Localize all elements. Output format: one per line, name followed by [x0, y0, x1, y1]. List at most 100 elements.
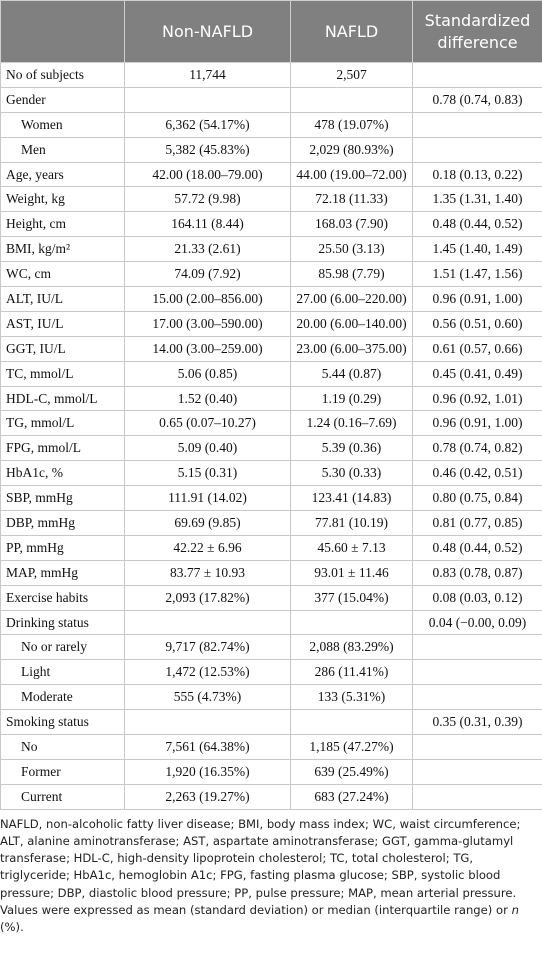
- table-body: No of subjects 11,744 2,507 Gender 0.78 (0.7…: [0, 62, 542, 810]
- table-row: Age, years 42.00 (18.00–79.00) 44.00 (19.0…: [0, 161, 542, 188]
- table-cell: 9,717 (82.74%): [124, 634, 291, 661]
- row-label: MAP, mmHg: [0, 559, 125, 586]
- table-cell: 1.45 (1.40, 1.49): [412, 236, 542, 263]
- table-cell: 93.01 ± 11.46: [290, 559, 413, 586]
- table-row: Height, cm 164.11 (8.44) 168.03 (7.90) 0.48…: [0, 211, 542, 238]
- table-row: WC, cm 74.09 (7.92) 85.98 (7.79) 1.51 (1.47…: [0, 261, 542, 288]
- table-cell: 111.91 (14.02): [124, 485, 291, 512]
- table-cell: 1.52 (0.40): [124, 385, 291, 412]
- row-label: Moderate: [0, 684, 125, 711]
- table-cell: 1.35 (1.31, 1.40): [412, 186, 542, 213]
- table-cell: 0.96 (0.91, 1.00): [412, 410, 542, 437]
- abbreviation-note: NAFLD, non-alcoholic fatty liver disease…: [0, 816, 521, 900]
- table-row: Weight, kg 57.72 (9.98) 72.18 (11.33) 1.35 …: [0, 186, 542, 213]
- table-cell: [412, 136, 542, 163]
- table-row: No of subjects 11,744 2,507: [0, 62, 542, 88]
- table-cell: 0.45 (0.41, 0.49): [412, 360, 542, 387]
- table-cell: 5.30 (0.33): [290, 460, 413, 487]
- note-text: (%).: [0, 919, 24, 934]
- table-row: DBP, mmHg 69.69 (9.85) 77.81 (10.19) 0.81 (…: [0, 510, 542, 536]
- row-label: No or rarely: [0, 634, 125, 661]
- row-label: BMI, kg/m²: [0, 236, 125, 263]
- row-label: Age, years: [0, 161, 125, 188]
- table-cell: 5.06 (0.85): [124, 360, 291, 387]
- table-cell: 83.77 ± 10.93: [124, 559, 291, 586]
- table-cell: 5.44 (0.87): [290, 360, 413, 387]
- header-empty: [0, 0, 125, 63]
- table-cell: 15.00 (2.00–856.00): [124, 286, 291, 312]
- table-cell: [412, 634, 542, 661]
- table-row: Drinking status 0.04 (−0.00, 0.09): [0, 609, 542, 636]
- table-cell: [290, 86, 413, 113]
- table-row: GGT, IU/L 14.00 (3.00–259.00) 23.00 (6.00–…: [0, 335, 542, 362]
- table-cell: [412, 111, 542, 138]
- row-label: TG, mmol/L: [0, 410, 125, 437]
- table-cell: 21.33 (2.61): [124, 236, 291, 263]
- table-row: Women 6,362 (54.17%) 478 (19.07%): [0, 111, 542, 138]
- table-cell: 27.00 (6.00–220.00): [290, 286, 413, 312]
- table-cell: 286 (11.41%): [290, 659, 413, 686]
- note-text: Values were expressed as mean (standard …: [0, 902, 512, 917]
- table-cell: [124, 609, 291, 636]
- table-cell: 0.81 (0.77, 0.85): [412, 510, 542, 536]
- table-cell: 377 (15.04%): [290, 584, 413, 611]
- table-cell: 23.00 (6.00–375.00): [290, 335, 413, 362]
- values-note: Values were expressed as mean (standard …: [0, 902, 540, 936]
- table-cell: 42.00 (18.00–79.00): [124, 161, 291, 188]
- table-cell: 45.60 ± 7.13: [290, 534, 413, 561]
- table-cell: 639 (25.49%): [290, 758, 413, 785]
- table-cell: 0.96 (0.92, 1.01): [412, 385, 542, 412]
- table-cell: 72.18 (11.33): [290, 186, 413, 213]
- table-cell: 1,920 (16.35%): [124, 758, 291, 785]
- footnotes: NAFLD, non-alcoholic fatty liver disease…: [0, 810, 542, 936]
- table-cell: 5.09 (0.40): [124, 435, 291, 462]
- table-cell: 85.98 (7.79): [290, 261, 413, 288]
- table-cell: 7,561 (64.38%): [124, 734, 291, 760]
- row-label: TC, mmol/L: [0, 360, 125, 387]
- note-italic: n: [511, 902, 519, 917]
- table-row: ALT, IU/L 15.00 (2.00–856.00) 27.00 (6.00–…: [0, 286, 542, 312]
- row-label: Women: [0, 111, 125, 138]
- table-cell: [412, 659, 542, 686]
- table-cell: [412, 62, 542, 88]
- table-cell: 2,088 (83.29%): [290, 634, 413, 661]
- row-label: Current: [0, 783, 125, 810]
- table-cell: 168.03 (7.90): [290, 211, 413, 238]
- row-label: Height, cm: [0, 211, 125, 238]
- table-cell: 11,744: [124, 62, 291, 88]
- table-cell: 0.61 (0.57, 0.66): [412, 335, 542, 362]
- row-label: Men: [0, 136, 125, 163]
- table-cell: 133 (5.31%): [290, 684, 413, 711]
- table-cell: [412, 684, 542, 711]
- table-cell: 0.18 (0.13, 0.22): [412, 161, 542, 188]
- table-cell: [412, 734, 542, 760]
- table-cell: [124, 709, 291, 736]
- table-cell: 0.83 (0.78, 0.87): [412, 559, 542, 586]
- row-label: Drinking status: [0, 609, 125, 636]
- row-label: Gender: [0, 86, 125, 113]
- table-cell: 478 (19.07%): [290, 111, 413, 138]
- table-row: AST, IU/L 17.00 (3.00–590.00) 20.00 (6.00–…: [0, 310, 542, 337]
- table-cell: [290, 609, 413, 636]
- table-cell: 77.81 (10.19): [290, 510, 413, 536]
- table-cell: 1.51 (1.47, 1.56): [412, 261, 542, 288]
- table-cell: 0.65 (0.07–10.27): [124, 410, 291, 437]
- table-row: Smoking status 0.35 (0.31, 0.39): [0, 709, 542, 736]
- table-cell: 5.15 (0.31): [124, 460, 291, 487]
- table-cell: 683 (27.24%): [290, 783, 413, 810]
- table-row: No 7,561 (64.38%) 1,185 (47.27%): [0, 734, 542, 760]
- table-cell: 0.08 (0.03, 0.12): [412, 584, 542, 611]
- row-label: AST, IU/L: [0, 310, 125, 337]
- table-cell: 74.09 (7.92): [124, 261, 291, 288]
- table-cell: 2,093 (17.82%): [124, 584, 291, 611]
- table-row: Light 1,472 (12.53%) 286 (11.41%): [0, 659, 542, 686]
- row-label: SBP, mmHg: [0, 485, 125, 512]
- table-row: No or rarely 9,717 (82.74%) 2,088 (83.29%): [0, 634, 542, 661]
- table-cell: 14.00 (3.00–259.00): [124, 335, 291, 362]
- table-cell: 555 (4.73%): [124, 684, 291, 711]
- table-cell: 0.96 (0.91, 1.00): [412, 286, 542, 312]
- header-cell: NAFLD: [290, 0, 413, 63]
- row-label: HDL-C, mmol/L: [0, 385, 125, 412]
- row-label: Exercise habits: [0, 584, 125, 611]
